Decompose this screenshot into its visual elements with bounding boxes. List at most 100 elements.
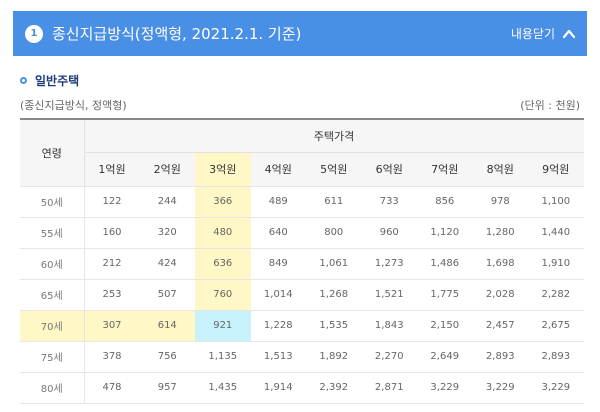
value-cell: 1,435 — [195, 371, 251, 404]
value-cell: 856 — [417, 185, 473, 217]
table-row: 80세 478 957 1,435 1,914 2,392 2,871 3,229 3,229 3… — [20, 371, 584, 404]
value-cell: 1,486 — [417, 247, 473, 279]
price-header-cell: 5억원 — [306, 151, 362, 186]
value-cell: 2,893 — [528, 340, 584, 372]
value-cell: 1,061 — [306, 247, 362, 279]
table-row: 55세 160 320 480 640 800 960 1,120 1,280 1,440 — [20, 216, 584, 248]
value-cell: 760 — [195, 278, 251, 310]
value-cell: 1,775 — [417, 278, 473, 310]
price-header-cell: 4억원 — [250, 151, 306, 186]
value-cell: 1,228 — [250, 309, 306, 341]
value-cell: 1,268 — [306, 278, 362, 310]
table-row: 70세 307 614 921 1,228 1,535 1,843 2,150 2,457 2,6… — [20, 309, 584, 341]
value-cell: 2,871 — [361, 371, 417, 404]
value-cell: 960 — [361, 216, 417, 248]
header-title: 종신지급방식(정액형, 2021.2.1. 기준) — [52, 25, 302, 43]
price-header-cell: 8억원 — [472, 151, 528, 186]
bullet-ring-icon — [20, 77, 27, 84]
price-header-cell: 1억원 — [84, 151, 140, 186]
value-cell: 244 — [139, 185, 195, 217]
table-row: 75세 378 756 1,135 1,513 1,892 2,270 2,649 2,893 2… — [20, 340, 584, 372]
value-cell: 1,120 — [417, 216, 473, 248]
value-cell: 1,914 — [250, 371, 306, 404]
value-cell: 2,675 — [528, 309, 584, 341]
value-cell: 1,892 — [306, 340, 362, 372]
value-cell: 1,521 — [361, 278, 417, 310]
table-row: 60세 212 424 636 849 1,061 1,273 1,486 1,698 1,910 — [20, 247, 584, 279]
table-row: 65세 253 507 760 1,014 1,268 1,521 1,775 2,028 2,2… — [20, 278, 584, 310]
value-cell: 611 — [306, 185, 362, 217]
age-cell: 75세 — [20, 340, 85, 372]
value-cell: 3,229 — [472, 371, 528, 404]
value-cell: 756 — [139, 340, 195, 372]
value-cell: 1,843 — [361, 309, 417, 341]
collapse-toggle-label: 내용닫기 — [510, 27, 555, 41]
value-cell: 478 — [84, 371, 140, 404]
value-cell: 978 — [472, 185, 528, 217]
value-cell: 2,457 — [472, 309, 528, 341]
value-cell: 480 — [195, 216, 251, 248]
value-cell: 253 — [84, 278, 140, 310]
value-cell: 733 — [361, 185, 417, 217]
value-cell: 160 — [84, 216, 140, 248]
unit-label: (단위 : 천원) — [520, 99, 580, 112]
price-header-cell: 9억원 — [528, 151, 584, 186]
age-column-header: 연령 — [20, 119, 85, 186]
value-cell: 507 — [139, 278, 195, 310]
value-cell: 957 — [139, 371, 195, 404]
value-cell: 1,910 — [528, 247, 584, 279]
value-cell: 2,282 — [528, 278, 584, 310]
value-cell: 2,392 — [306, 371, 362, 404]
value-cell: 424 — [139, 247, 195, 279]
value-cell: 1,698 — [472, 247, 528, 279]
value-cell: 489 — [250, 185, 306, 217]
value-cell: 1,135 — [195, 340, 251, 372]
value-cell: 2,150 — [417, 309, 473, 341]
value-cell: 2,893 — [472, 340, 528, 372]
age-cell: 60세 — [20, 247, 85, 279]
value-cell: 614 — [139, 309, 195, 341]
price-header-cell: 3억원 — [195, 151, 251, 186]
table-row: 50세 122 244 366 489 611 733 856 978 1,100 — [20, 185, 584, 217]
value-cell: 1,273 — [361, 247, 417, 279]
value-cell: 3,229 — [417, 371, 473, 404]
age-cell: 50세 — [20, 185, 85, 217]
price-header-cell: 7억원 — [417, 151, 473, 186]
value-cell: 320 — [139, 216, 195, 248]
price-column-header: 주택가격 — [84, 119, 584, 152]
section-header-bar: 1 종신지급방식(정액형, 2021.2.1. 기준) 내용닫기 — [13, 11, 587, 56]
value-cell: 378 — [84, 340, 140, 372]
age-cell: 55세 — [20, 216, 85, 248]
price-header-cell: 2억원 — [139, 151, 195, 186]
collapse-toggle-button[interactable]: 내용닫기 — [511, 25, 577, 42]
value-cell: 921 — [195, 309, 251, 341]
step-number-badge: 1 — [25, 24, 43, 43]
age-cell: 80세 — [20, 371, 85, 404]
value-cell: 3,229 — [528, 371, 584, 404]
table-subtitle: (종신지급방식, 정액형) — [20, 99, 127, 112]
chevron-up-icon — [562, 29, 576, 38]
age-cell: 65세 — [20, 278, 85, 310]
value-cell: 800 — [306, 216, 362, 248]
value-cell: 1,513 — [250, 340, 306, 372]
value-cell: 1,100 — [528, 185, 584, 217]
value-cell: 2,270 — [361, 340, 417, 372]
value-cell: 849 — [250, 247, 306, 279]
section-title: 일반주택 — [20, 72, 79, 89]
age-cell: 70세 — [20, 309, 85, 341]
value-cell: 212 — [84, 247, 140, 279]
value-cell: 2,649 — [417, 340, 473, 372]
section-title-label: 일반주택 — [35, 74, 80, 88]
value-cell: 307 — [84, 309, 140, 341]
value-cell: 2,028 — [472, 278, 528, 310]
value-cell: 640 — [250, 216, 306, 248]
value-cell: 636 — [195, 247, 251, 279]
value-cell: 1,014 — [250, 278, 306, 310]
value-cell: 1,535 — [306, 309, 362, 341]
value-cell: 366 — [195, 185, 251, 217]
value-cell: 122 — [84, 185, 140, 217]
value-cell: 1,440 — [528, 216, 584, 248]
price-header-cell: 6억원 — [361, 151, 417, 186]
pension-table: 연령 주택가격 1억원 2억원 3억원 4억원 5억원 6억원 7억원 8억원 9억원 50세 1… — [20, 118, 584, 404]
value-cell: 1,280 — [472, 216, 528, 248]
